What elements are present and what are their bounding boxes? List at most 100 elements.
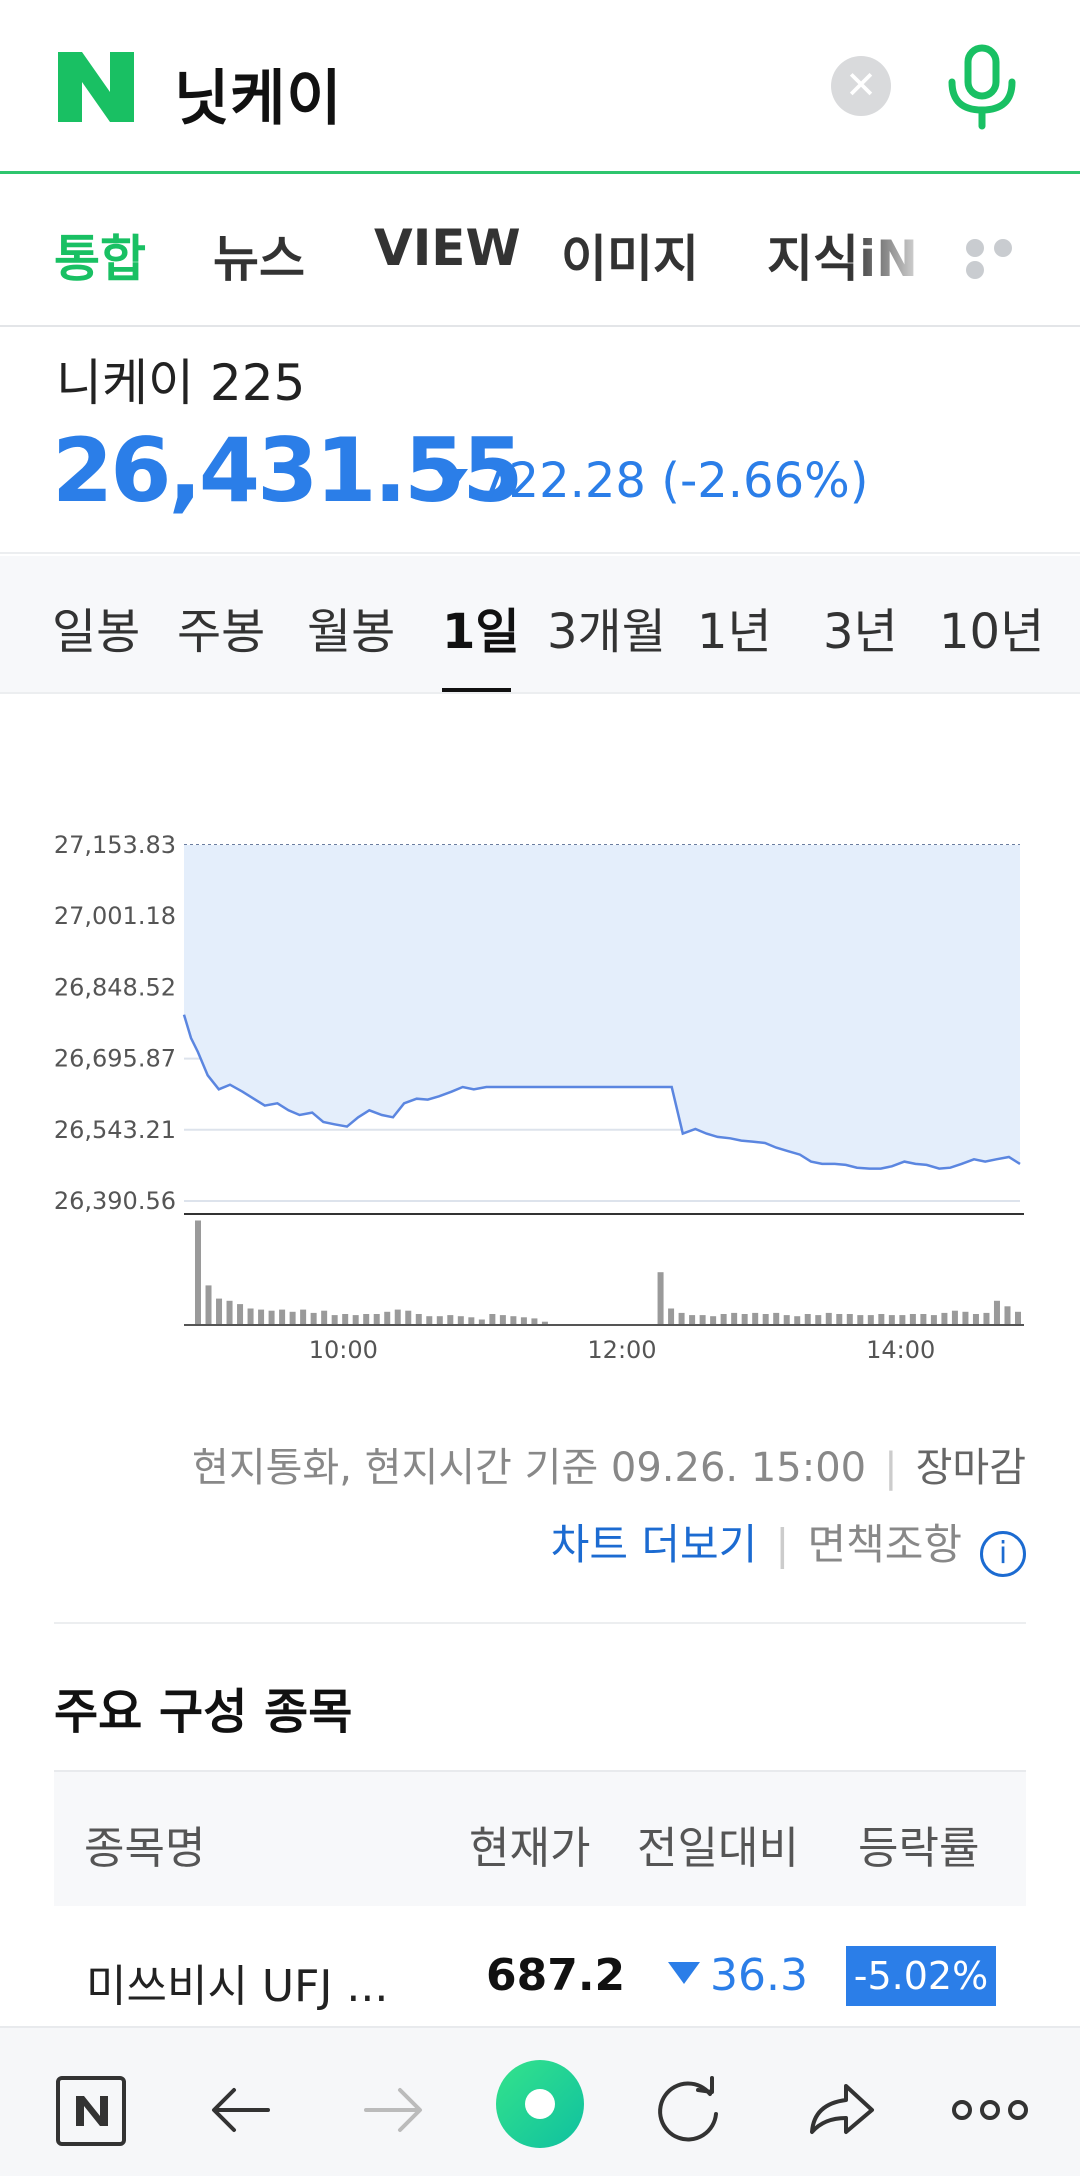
period-3months[interactable]: 3개월 bbox=[547, 604, 666, 660]
share-icon[interactable] bbox=[800, 2068, 880, 2148]
volume-bar bbox=[468, 1317, 475, 1325]
period-monthly[interactable]: 월봉 bbox=[307, 604, 396, 660]
volume-bar bbox=[531, 1318, 538, 1325]
back-arrow-icon[interactable] bbox=[202, 2068, 282, 2148]
disclaimer-link[interactable]: 면책조항 bbox=[807, 1520, 962, 1569]
volume-bar bbox=[689, 1315, 696, 1325]
volume-bar bbox=[825, 1312, 832, 1325]
volume-bar bbox=[804, 1314, 811, 1325]
volume-bar bbox=[247, 1308, 254, 1325]
volume-bar bbox=[426, 1316, 433, 1325]
volume-bar bbox=[499, 1315, 506, 1325]
index-change-value: 722.28 (-2.66%) bbox=[478, 453, 869, 509]
browser-bottom-nav bbox=[0, 2026, 1080, 2176]
data-basis-text: 현지통화, 현지시간 기준 09.26. 15:00 bbox=[192, 1445, 867, 1491]
chart-links: 차트 더보기 | 면책조항 i bbox=[551, 1511, 1026, 1577]
volume-bar bbox=[205, 1285, 212, 1325]
header-change: 전일대비 bbox=[637, 1823, 799, 1874]
volume-bar bbox=[668, 1308, 675, 1325]
tab-view[interactable]: VIEW bbox=[374, 219, 521, 277]
chart-meta: 현지통화, 현지시간 기준 09.26. 15:00 | 장마감 bbox=[192, 1445, 1026, 1491]
volume-bar bbox=[405, 1310, 412, 1325]
microphone-icon[interactable] bbox=[944, 44, 1020, 130]
chart-more-link[interactable]: 차트 더보기 bbox=[550, 1520, 758, 1569]
volume-bar bbox=[300, 1309, 307, 1325]
table-header: 종목명 현재가 전일대비 등락률 bbox=[54, 1770, 1026, 1906]
period-1year[interactable]: 1년 bbox=[697, 604, 772, 660]
info-icon[interactable]: i bbox=[980, 1531, 1026, 1577]
volume-bar bbox=[657, 1272, 664, 1325]
volume-bar bbox=[216, 1298, 223, 1325]
stock-name[interactable]: 미쓰비시 UFJ ... bbox=[86, 1961, 389, 2012]
y-tick-label: 26,390.56 bbox=[54, 1187, 176, 1215]
price-line bbox=[182, 1014, 1021, 1170]
area-fill bbox=[184, 845, 1020, 1169]
volume-bar bbox=[457, 1316, 464, 1325]
volume-bar bbox=[857, 1315, 864, 1325]
volume-bar bbox=[289, 1311, 296, 1325]
period-3years[interactable]: 3년 bbox=[823, 604, 898, 660]
volume-bar bbox=[962, 1311, 969, 1325]
volume-bar bbox=[279, 1309, 286, 1325]
search-tabs: 통합 뉴스 VIEW 이미지 지식iN bbox=[0, 177, 1080, 327]
volume-bar bbox=[867, 1315, 874, 1325]
volume-bar bbox=[909, 1314, 916, 1325]
volume-bar bbox=[1004, 1306, 1011, 1325]
volume-bar bbox=[731, 1312, 738, 1325]
volume-bar bbox=[815, 1315, 822, 1325]
volume-bar bbox=[415, 1314, 422, 1325]
volume-bar bbox=[752, 1312, 759, 1325]
naver-home-icon[interactable] bbox=[52, 2068, 132, 2148]
volume-bar bbox=[258, 1309, 265, 1325]
table-row[interactable]: 미쓰비시 UFJ ... 687.2 36.3 -5.02% bbox=[54, 1906, 1026, 2026]
period-weekly[interactable]: 주봉 bbox=[177, 604, 266, 660]
tab-integrated[interactable]: 통합 bbox=[54, 230, 146, 288]
volume-bar bbox=[541, 1321, 548, 1325]
y-tick-label: 26,543.21 bbox=[54, 1116, 176, 1144]
volume-bar bbox=[930, 1315, 937, 1325]
index-change: 722.28 (-2.66%) bbox=[436, 453, 868, 509]
volume-bar bbox=[363, 1314, 370, 1325]
volume-bar bbox=[447, 1315, 454, 1325]
green-dot-icon[interactable] bbox=[494, 2058, 586, 2150]
volume-bar bbox=[773, 1312, 780, 1325]
volume-bar bbox=[741, 1314, 748, 1325]
stock-price: 687.2 bbox=[486, 1950, 626, 2001]
volume-bar bbox=[510, 1316, 517, 1325]
y-tick-label: 26,695.87 bbox=[54, 1045, 176, 1073]
chart-svg: 27,153.83 27,001.18 26,848.52 26,695.87 26,5… bbox=[54, 831, 1024, 1364]
naver-n-logo[interactable] bbox=[58, 52, 134, 122]
period-daily[interactable]: 일봉 bbox=[52, 604, 141, 660]
volume-bar bbox=[836, 1314, 843, 1325]
constituents-title: 주요 구성 종목 bbox=[54, 1684, 353, 1740]
stock-rate-badge: -5.02% bbox=[846, 1946, 996, 2006]
stock-change: 36.3 bbox=[668, 1950, 808, 2001]
tab-images[interactable]: 이미지 bbox=[561, 230, 699, 288]
volume-bar bbox=[899, 1315, 906, 1325]
tab-news[interactable]: 뉴스 bbox=[213, 230, 305, 288]
section-divider bbox=[54, 1622, 1026, 1624]
market-status: 장마감 bbox=[915, 1445, 1026, 1491]
search-query[interactable]: 닛케이 bbox=[174, 64, 343, 134]
y-tick-label: 26,848.52 bbox=[54, 973, 176, 1001]
more-icon[interactable] bbox=[950, 2068, 1030, 2148]
search-bar: 닛케이 ✕ bbox=[0, 0, 1080, 174]
more-tabs-icon[interactable] bbox=[966, 239, 1046, 279]
volume-bar bbox=[384, 1311, 391, 1325]
y-tick-label: 27,153.83 bbox=[54, 831, 176, 859]
volume-bar bbox=[720, 1314, 727, 1325]
volume-bar bbox=[342, 1314, 349, 1325]
tab-knowledge-in[interactable]: 지식iN bbox=[767, 230, 918, 288]
close-icon[interactable]: ✕ bbox=[831, 56, 891, 116]
volume-bar bbox=[951, 1310, 958, 1325]
refresh-icon[interactable] bbox=[650, 2068, 730, 2148]
period-1day[interactable]: 1일 bbox=[442, 604, 520, 660]
volume-bar bbox=[331, 1315, 338, 1325]
volume-bar bbox=[783, 1315, 790, 1325]
volume-bar bbox=[394, 1309, 401, 1325]
period-10years[interactable]: 10년 bbox=[939, 604, 1045, 660]
intraday-chart[interactable]: 27,153.83 27,001.18 26,848.52 26,695.87 26,5… bbox=[0, 694, 1080, 1394]
header-rate: 등락률 bbox=[858, 1823, 980, 1874]
y-tick-label: 27,001.18 bbox=[54, 902, 176, 930]
volume-bar bbox=[762, 1314, 769, 1325]
